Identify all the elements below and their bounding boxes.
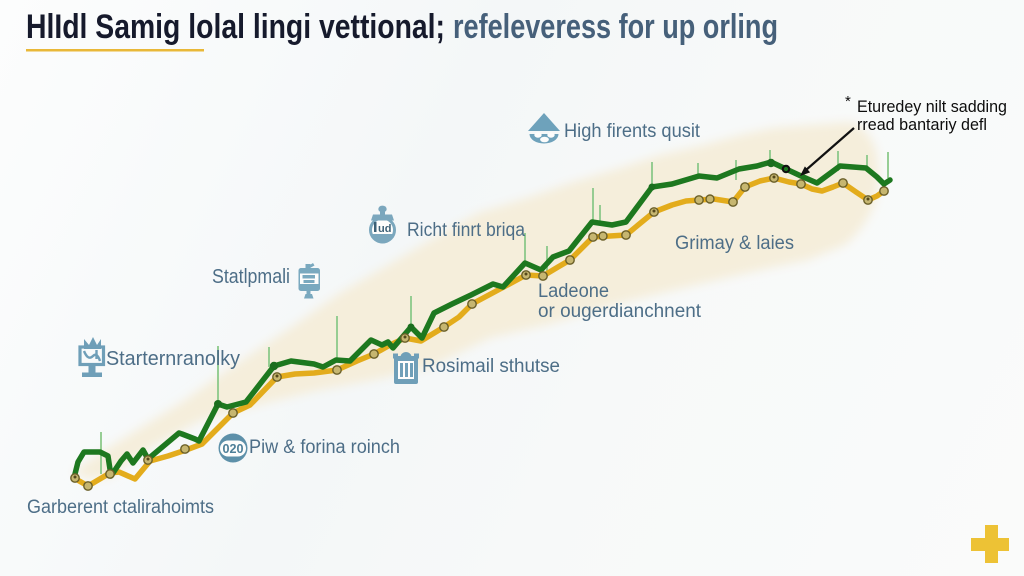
svg-text:*: * — [845, 93, 851, 110]
svg-text:refeleveress for up orling: refeleveress for up orling — [453, 8, 778, 46]
svg-text:ud: ud — [378, 223, 391, 235]
svg-text:Statlpmali: Statlpmali — [212, 266, 290, 288]
svg-text:Garberent ctalirahoimts: Garberent ctalirahoimts — [27, 497, 214, 518]
svg-text:Piw & forina roinch: Piw & forina roinch — [249, 437, 400, 458]
svg-text:Starternranolky: Starternranolky — [106, 347, 241, 370]
svg-text:Eturedey nilt sadding: Eturedey nilt sadding — [857, 98, 1007, 116]
svg-text:020: 020 — [223, 442, 244, 456]
svg-text:HlIdl Samig lolal lingi vettio: HlIdl Samig lolal lingi vettional; — [26, 8, 445, 46]
svg-text:Ladeone: Ladeone — [538, 281, 609, 302]
svg-text:Richt finrt briqa: Richt finrt briqa — [407, 220, 525, 241]
svg-text:Grimay & laies: Grimay & laies — [675, 233, 794, 254]
svg-text:High firents qusit: High firents qusit — [564, 121, 701, 142]
svg-text:rread bantariy defl: rread bantariy defl — [857, 116, 987, 134]
svg-text:or ougerdianchnent: or ougerdianchnent — [538, 301, 702, 322]
svg-text:Rosimail sthutse: Rosimail sthutse — [422, 356, 560, 377]
